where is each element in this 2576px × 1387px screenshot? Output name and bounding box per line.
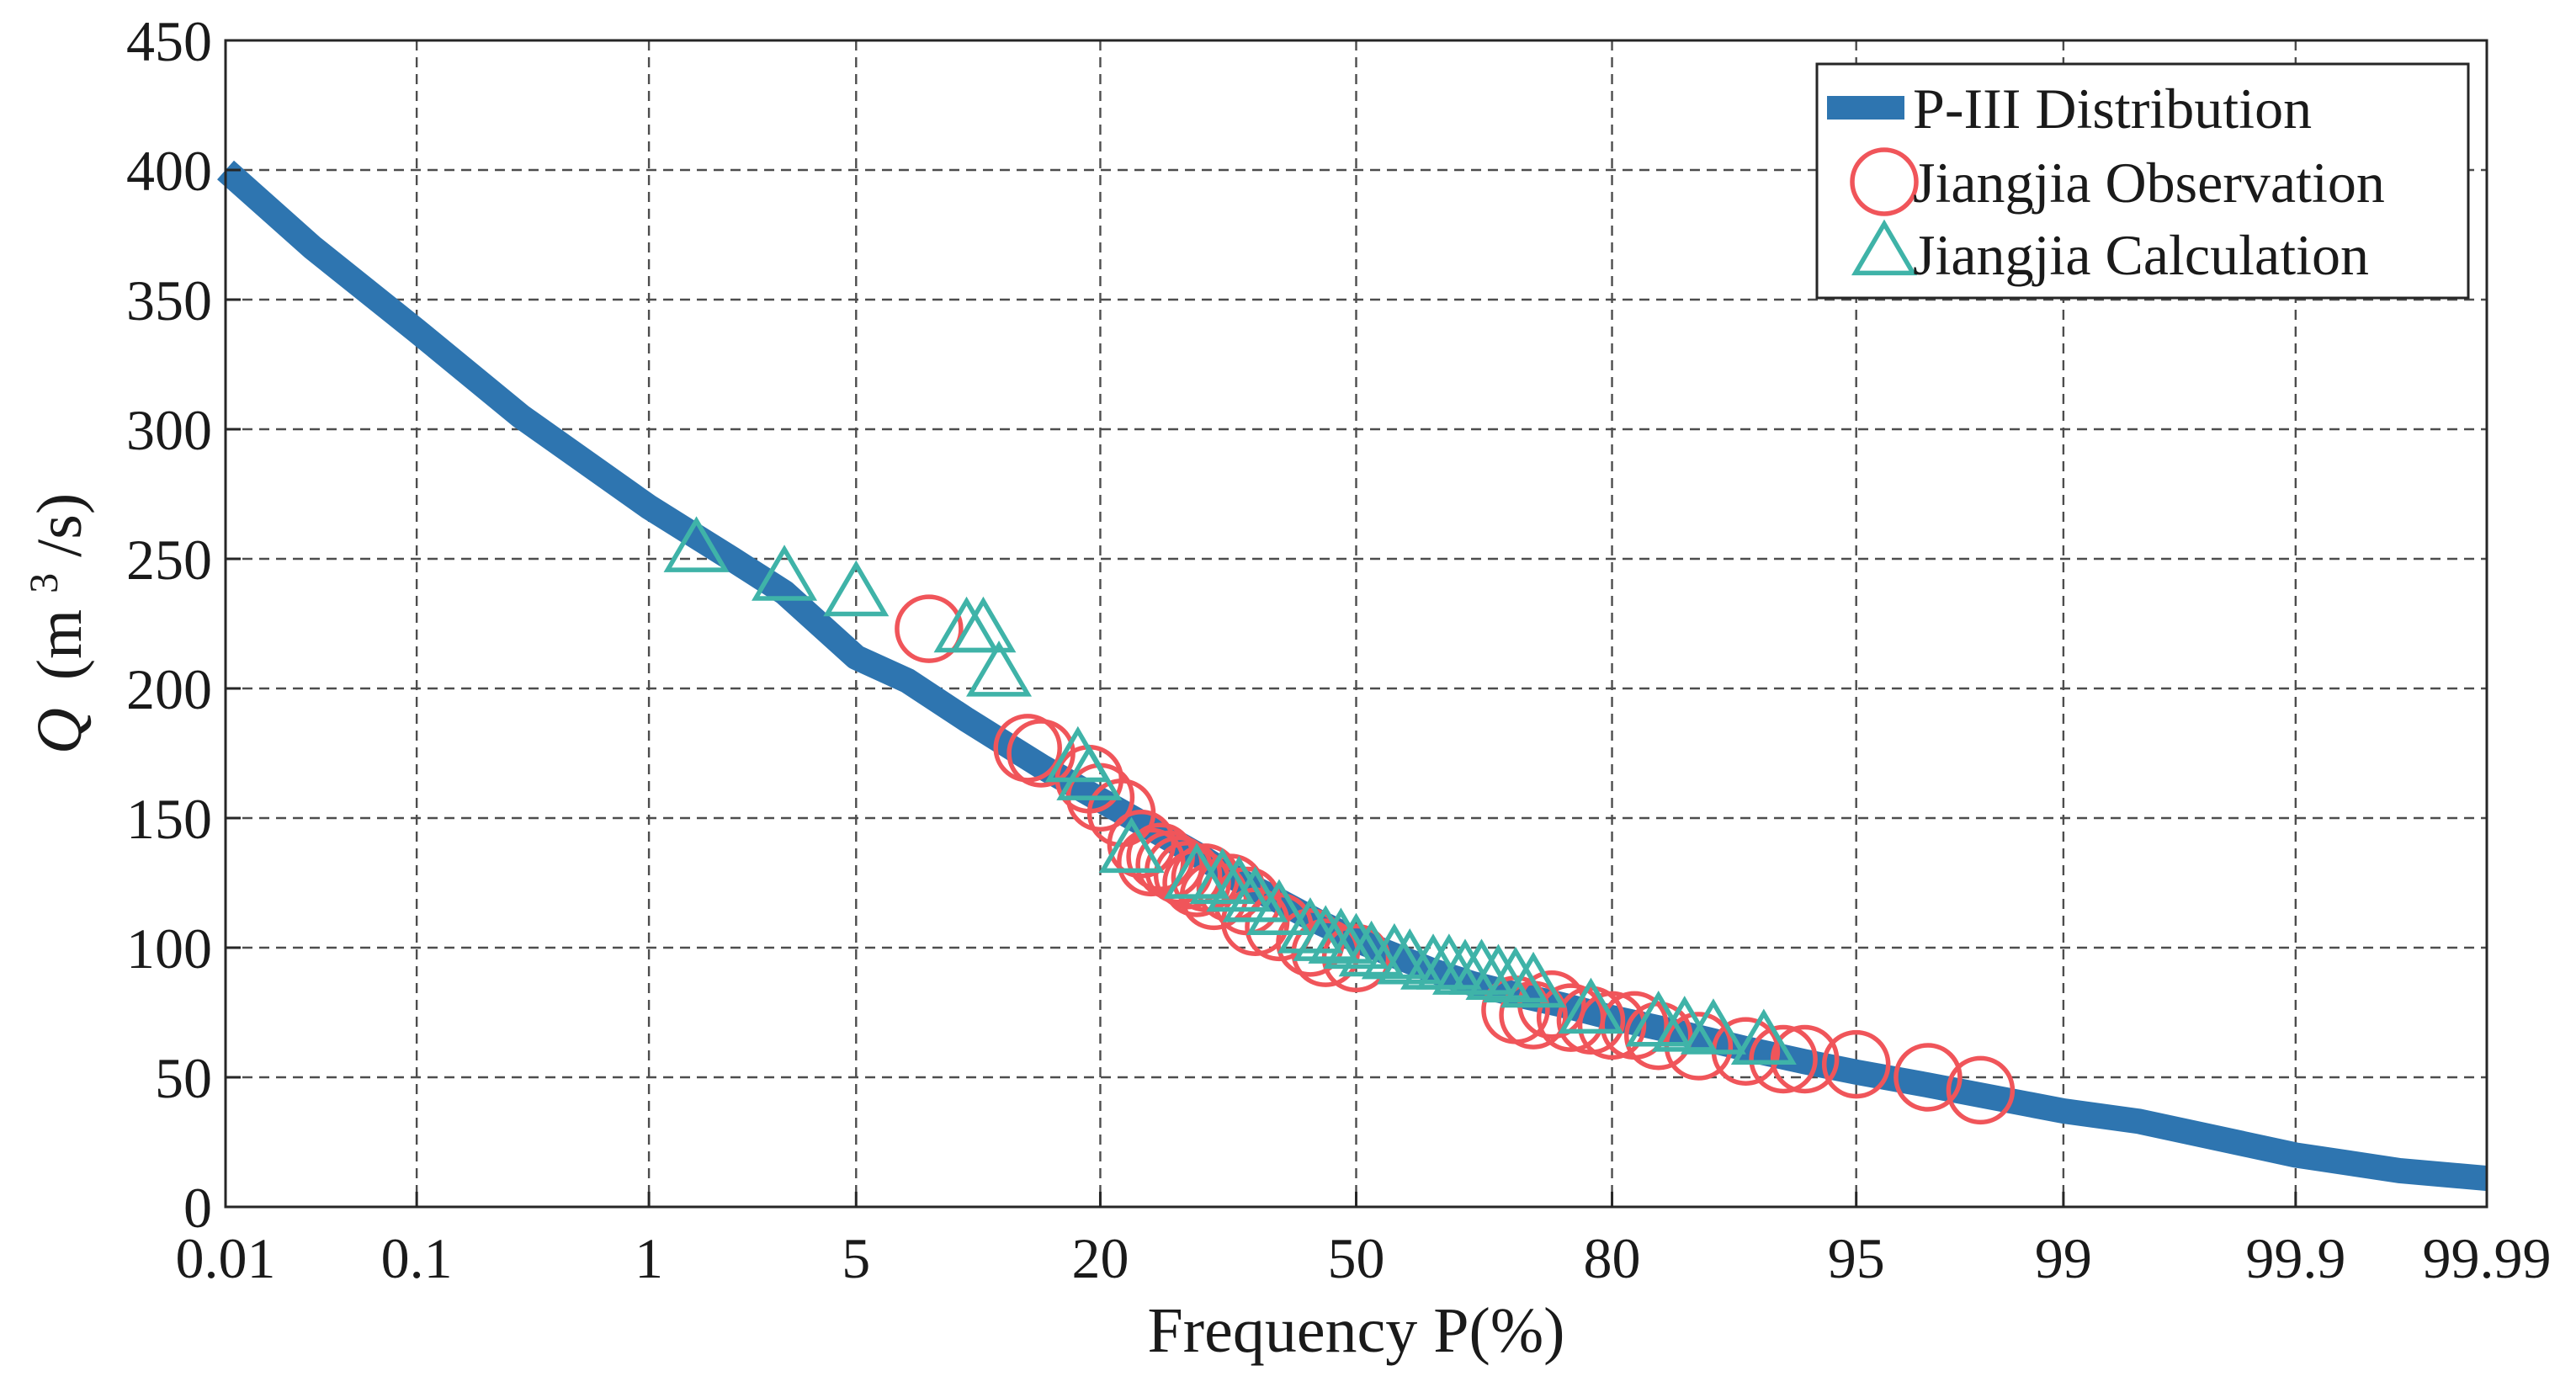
y-tick-label: 150 <box>126 787 212 851</box>
calculation-point <box>1465 943 1532 1001</box>
observation-point <box>1623 1001 1693 1071</box>
y-tick-label: 200 <box>126 657 212 721</box>
y-tick-label: 50 <box>155 1046 212 1110</box>
calculation-point <box>1293 905 1359 961</box>
calculation-point <box>823 560 890 617</box>
y-axis-unit-sup: 3 <box>22 573 66 593</box>
y-tick-label: 450 <box>126 9 212 73</box>
calculation-point <box>663 516 730 572</box>
legend-swatch-calculation <box>1851 219 1918 276</box>
calculation-point <box>1448 938 1515 995</box>
y-tick-label: 350 <box>126 268 212 332</box>
calculation-point <box>966 640 1033 697</box>
observation-point <box>1577 991 1647 1060</box>
calculation-point <box>1246 879 1312 936</box>
observation-point <box>1245 892 1314 962</box>
calculation-point <box>1558 977 1624 1034</box>
x-tick-label: 0.01 <box>176 1226 276 1290</box>
y-tick-label: 0 <box>183 1176 212 1240</box>
x-tick-label: 80 <box>1584 1226 1641 1290</box>
calculation-point <box>752 545 818 601</box>
calculation-point <box>1361 922 1427 980</box>
calculation-point <box>1308 907 1374 964</box>
calculation-point <box>1056 744 1123 800</box>
y-tick-label: 250 <box>126 528 212 592</box>
y-tick-label: 100 <box>126 917 212 980</box>
x-tick-label: 0.1 <box>381 1226 453 1290</box>
x-tick-label: 99.99 <box>2423 1226 2552 1290</box>
y-axis-unit-close: /s) <box>24 493 95 557</box>
observation-point <box>895 594 964 663</box>
calculation-point <box>1098 816 1165 874</box>
x-tick-label: 5 <box>842 1226 870 1290</box>
x-tick-label: 50 <box>1328 1226 1385 1290</box>
legend-label: Jiangjia Calculation <box>1913 223 2369 287</box>
observation-point <box>1821 1029 1891 1099</box>
calculation-point <box>1500 951 1567 1008</box>
marker-layer <box>663 516 2016 1125</box>
calculation-point <box>1730 1008 1797 1065</box>
x-axis-title: Frequency P(%) <box>1148 1295 1565 1366</box>
legend: P-III Distribution Jiangjia Observation Ji… <box>1815 62 2470 300</box>
observation-point <box>1749 1024 1818 1094</box>
calculation-point <box>1222 866 1288 922</box>
legend-label: P-III Distribution <box>1913 77 2312 141</box>
legend-swatch-observation <box>1850 147 1919 216</box>
tick-label-layer: 0.01 0.1 1 5 20 50 80 95 99 99.9 99.99 0 50 100 150 200… <box>126 9 2552 1290</box>
x-tick-label: 95 <box>1828 1226 1885 1290</box>
x-tick-label: 1 <box>635 1226 663 1290</box>
y-tick-label: 400 <box>126 139 212 203</box>
calculation-point <box>1415 933 1482 990</box>
calculation-point <box>1206 855 1272 912</box>
y-axis-title: Q (m 3 /s) <box>1 493 95 754</box>
observation-point <box>1770 1024 1840 1094</box>
y-axis-symbol: Q <box>24 708 95 754</box>
calculation-point <box>1338 920 1405 977</box>
observation-point <box>1117 827 1186 897</box>
calculation-point <box>1323 912 1389 970</box>
legend-label: Jiangjia Observation <box>1913 151 2385 215</box>
calculation-point <box>1482 946 1548 1003</box>
legend-box <box>1815 62 2470 300</box>
x-tick-label: 99.9 <box>2245 1226 2345 1290</box>
observation-point <box>1893 1043 1963 1112</box>
p3-distribution-curve <box>217 160 2488 1192</box>
x-tick-label: 99 <box>2035 1226 2092 1290</box>
calculation-point <box>950 596 1017 653</box>
observation-point <box>1946 1055 2016 1125</box>
calculation-point <box>1680 998 1746 1055</box>
y-axis-unit-open: (m <box>24 609 95 680</box>
curve-layer <box>217 160 2488 1192</box>
y-tick-label: 300 <box>126 398 212 462</box>
calculation-point <box>1277 897 1343 954</box>
x-tick-label: 20 <box>1071 1226 1129 1290</box>
calculation-point <box>1189 848 1256 905</box>
